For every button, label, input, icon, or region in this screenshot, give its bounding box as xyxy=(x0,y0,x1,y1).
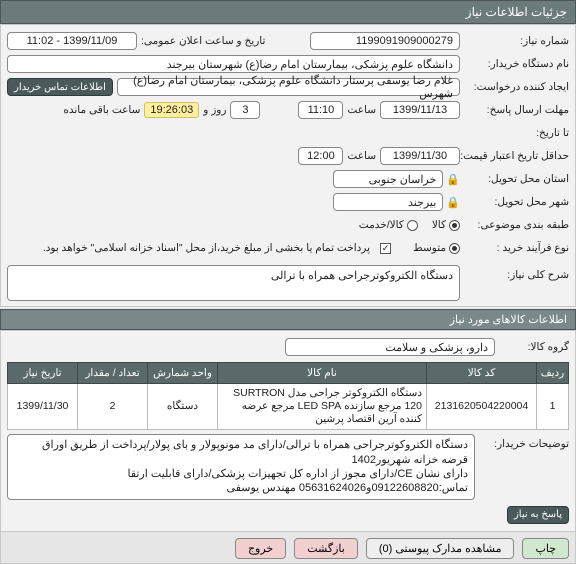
print-button[interactable]: چاپ xyxy=(522,538,569,559)
th-code: کد کالا xyxy=(427,363,537,384)
th-radif: ردیف xyxy=(537,363,569,384)
label-dastgah: نام دستگاه خریدار: xyxy=(464,58,569,70)
th-qty: تعداد / مقدار xyxy=(78,363,148,384)
radio-kala-label: کالا xyxy=(432,219,446,231)
section-kalaha: اطلاعات کالاهای مورد نیاز xyxy=(0,309,576,330)
field-tozihat: دستگاه الکتروکوترجراحی همراه با ترالی/دا… xyxy=(7,434,475,499)
field-etbar-time: 12:00 xyxy=(298,147,343,165)
table-row: 1 2131620504220004 دستگاه الکتروکوتر جرا… xyxy=(8,384,569,430)
countdown-badge: 19:26:03 xyxy=(144,102,199,118)
label-rooz-o: روز و xyxy=(203,104,226,116)
lock-icon-2: 🔒 xyxy=(446,196,460,209)
field-elan-omoomi: 1399/11/09 - 11:02 xyxy=(7,32,137,50)
label-elan-omoomi: تاریخ و ساعت اعلان عمومی: xyxy=(141,35,265,47)
td-unit: دستگاه xyxy=(148,384,218,430)
attachments-button[interactable]: مشاهده مدارک پیوستی (0) xyxy=(366,538,515,559)
window-title: جزئیات اطلاعات نیاز xyxy=(0,0,576,24)
radio-motevasset[interactable]: متوسط xyxy=(413,242,460,254)
label-shomare-niaz: شماره نیاز: xyxy=(464,35,569,47)
field-etbar-date: 1399/11/30 xyxy=(380,147,460,165)
th-date: تاریخ نیاز xyxy=(8,363,78,384)
exit-button[interactable]: خروج xyxy=(235,538,286,559)
field-mohlat-time: 11:10 xyxy=(298,101,343,119)
check-pardakht[interactable]: ✓ xyxy=(380,243,391,254)
field-dastgah: دانشگاه علوم پزشکی، بیمارستان امام رضا(ع… xyxy=(7,55,460,73)
field-ostan: خراسان جنوبی xyxy=(333,170,443,188)
field-shahr: بیرجند xyxy=(333,193,443,211)
field-mohlat-date: 1399/11/13 xyxy=(380,101,460,119)
label-saat-2: ساعت xyxy=(347,150,376,162)
td-name: دستگاه الکتروکوتر جراحی مدل SURTRON 120 … xyxy=(218,384,427,430)
th-unit: واحد شمارش xyxy=(148,363,218,384)
items-table: ردیف کد کالا نام کالا واحد شمارش تعداد /… xyxy=(7,362,569,430)
label-ijad: ایجاد کننده درخواست: xyxy=(464,81,569,93)
label-ta-tarikh: تا تاریخ: xyxy=(494,127,569,139)
td-code: 2131620504220004 xyxy=(427,384,537,430)
label-tozihat: توضیحات خریدار: xyxy=(479,434,569,450)
radio-khedmat[interactable]: کالا/خدمت xyxy=(359,219,418,231)
field-days: 3 xyxy=(230,101,260,119)
contact-buyer-button[interactable]: اطلاعات تماس خریدار xyxy=(7,78,113,96)
lock-icon: 🔒 xyxy=(446,173,460,186)
td-radif: 1 xyxy=(537,384,569,430)
label-sharh-koli: شرح کلی نیاز: xyxy=(464,265,569,281)
label-farayand: نوع فرآیند خرید : xyxy=(464,242,569,254)
label-ostan: استان محل تحویل: xyxy=(464,173,569,185)
td-date: 1399/11/30 xyxy=(8,384,78,430)
note-pardakht: پرداخت تمام یا بخشی از مبلغ خرید،از محل … xyxy=(43,242,370,254)
radio-khedmat-label: کالا/خدمت xyxy=(359,219,404,231)
field-shomare-niaz: 1199091909000279 xyxy=(310,32,460,50)
field-gorooh: دارو، پزشکی و سلامت xyxy=(285,338,495,356)
label-shahr: شهر محل تحویل: xyxy=(464,196,569,208)
label-gorooh: گروه کالا: xyxy=(499,341,569,353)
label-saat-1: ساعت xyxy=(347,104,376,116)
field-sharh-koli: دستگاه الکتروکوترجراحی همراه با ترالی xyxy=(7,265,460,301)
th-name: نام کالا xyxy=(218,363,427,384)
radio-kala[interactable]: کالا xyxy=(432,219,460,231)
back-button[interactable]: بازگشت xyxy=(294,538,358,559)
field-ijad: غلام رضا یوسفی پرستار دانشگاه علوم پزشکی… xyxy=(117,78,460,96)
label-etbar: حداقل تاریخ اعتبار قیمت: تا تاریخ: xyxy=(464,150,569,162)
radio-motevasset-label: متوسط xyxy=(413,242,446,254)
label-baghi: ساعت باقی مانده xyxy=(63,104,140,116)
label-tabaghe: طبقه بندی موضوعی: xyxy=(464,219,569,231)
td-qty: 2 xyxy=(78,384,148,430)
label-mohlat: مهلت ارسال پاسخ: xyxy=(464,104,569,116)
reply-button[interactable]: پاسخ به نیاز xyxy=(507,506,569,524)
